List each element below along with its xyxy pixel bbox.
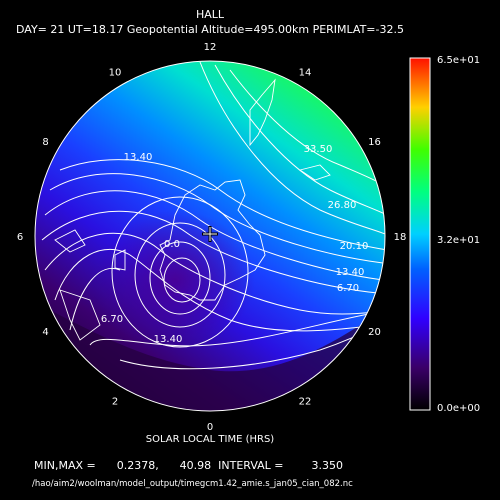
contour-label: 13.40 <box>124 152 153 163</box>
hour-tick-22: 22 <box>299 397 312 408</box>
contour-label: 6.70 <box>337 283 359 294</box>
hour-tick-6: 6 <box>17 232 23 243</box>
contour-label: 0.0 <box>164 239 180 250</box>
hour-tick-18: 18 <box>394 232 407 243</box>
hour-tick-labels: 12 14 16 18 20 22 0 2 4 6 8 10 <box>17 42 407 433</box>
pole-marker-icon <box>202 226 218 242</box>
file-path: /hao/aim2/woolman/model_output/timegcm1.… <box>32 479 353 489</box>
contour-label: 26.80 <box>328 200 357 211</box>
hour-tick-2: 2 <box>112 397 118 408</box>
colorbar-min-label: 0.0e+00 <box>437 403 481 414</box>
contour-label: 13.40 <box>336 267 365 278</box>
hour-tick-8: 8 <box>42 137 48 148</box>
hour-tick-4: 4 <box>42 327 48 338</box>
contour-label: 20.10 <box>340 241 369 252</box>
contour-label-group: 13.40 33.50 26.80 20.10 13.40 6.70 6.70 13.40 0.… <box>101 144 369 345</box>
chart-subtitle: DAY= 21 UT=18.17 Geopotential Altitude=4… <box>16 23 404 36</box>
contour-label: 6.70 <box>101 314 123 325</box>
colorbar <box>409 57 431 411</box>
hour-tick-0: 0 <box>207 422 213 433</box>
hour-tick-20: 20 <box>368 327 381 338</box>
colorbar-mid-label: 3.2e+01 <box>437 235 481 246</box>
hour-tick-10: 10 <box>109 68 122 79</box>
contour-label: 13.40 <box>154 334 183 345</box>
x-axis-label: SOLAR LOCAL TIME (HRS) <box>145 434 275 445</box>
contour-label: 33.50 <box>304 144 333 155</box>
minmax-readout: MIN,MAX = 0.2378, 40.98 INTERVAL = 3.350 <box>34 459 343 472</box>
coastlines <box>54 78 331 341</box>
colorbar-max-label: 6.5e+01 <box>437 55 481 66</box>
chart-title: HALL <box>195 8 225 21</box>
hour-tick-14: 14 <box>299 68 312 79</box>
contour-lines <box>41 61 385 370</box>
hour-tick-16: 16 <box>368 137 381 148</box>
hour-tick-12: 12 <box>204 42 217 53</box>
